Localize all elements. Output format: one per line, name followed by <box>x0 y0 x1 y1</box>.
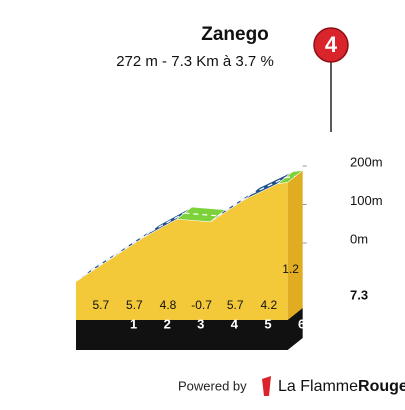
center-dash <box>116 231 152 255</box>
title: Zanego <box>201 24 269 45</box>
category: 4 <box>325 32 338 57</box>
km-label: 2 <box>164 316 171 331</box>
y-tick-label: 0m <box>350 231 368 246</box>
logo <box>262 376 271 396</box>
km-label: 5 <box>264 316 271 331</box>
brand-b: Rouge <box>358 378 405 395</box>
center-dash <box>217 193 252 217</box>
gradient-label: 1.2 <box>282 262 299 276</box>
base <box>76 308 303 350</box>
km-label: 6 <box>298 316 305 331</box>
y-tick-label: 200m <box>350 154 383 169</box>
brand: La FlammeRouge <box>278 378 405 395</box>
gradient-label: 4.8 <box>160 298 177 312</box>
distance: 7.3 <box>350 287 368 302</box>
gradient-label: 5.7 <box>227 298 244 312</box>
category-badge <box>313 27 349 63</box>
center-dash <box>150 212 185 233</box>
gradient-label: 4.2 <box>260 298 277 312</box>
powered-by: Powered by <box>178 378 247 393</box>
km-label: 1 <box>130 316 137 331</box>
side-face <box>287 170 303 320</box>
brand-a: La Flamme <box>278 378 358 395</box>
km-label: 4 <box>231 316 239 331</box>
km-label: 3 <box>197 316 204 331</box>
front-face <box>76 182 288 320</box>
segment <box>276 169 304 185</box>
y-tick-label: 100m <box>350 193 383 208</box>
center-dash <box>285 175 296 179</box>
gradient-label: -0.7 <box>191 298 212 312</box>
center-dash <box>83 253 118 277</box>
subtitle: 272 m - 7.3 Km à 3.7 % <box>116 53 274 70</box>
gradient-label: 5.7 <box>92 298 109 312</box>
center-dash <box>184 212 218 217</box>
center-dash <box>251 177 286 195</box>
profile: 5.7 5.7 4.8 -0.7 5.7 4.2 1.2 1 2 3 4 5 6 7.3 0m 100m 200… <box>75 154 383 350</box>
gradient-label: 5.7 <box>126 298 143 312</box>
